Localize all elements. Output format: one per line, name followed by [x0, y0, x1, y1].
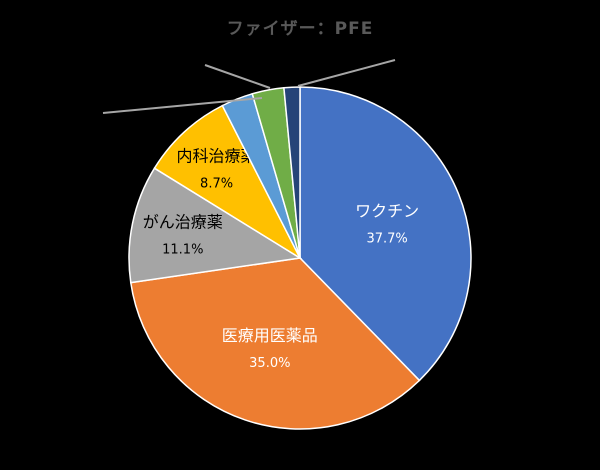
slice-value-label-0: 37.7% [366, 232, 407, 247]
slice-value-label-2: 11.1% [162, 243, 203, 258]
pie-slice-3 [153, 104, 302, 261]
slice-label-1: 医療用医薬品 [222, 326, 318, 345]
leader-line-1 [204, 64, 271, 89]
leader-line-0 [102, 97, 263, 114]
slice-label-0: ワクチン [355, 202, 419, 221]
slice-value-label-1: 35.0% [249, 356, 290, 371]
pie-slice-6 [283, 86, 301, 259]
pie-slice-0 [299, 86, 472, 382]
chart-title: ファイザー：PFE [226, 19, 374, 39]
leader-line-2 [297, 59, 396, 87]
slice-value-label-3: 8.7% [200, 176, 233, 191]
slice-label-2: がん治療薬 [143, 213, 223, 232]
slice-label-3: 内科治療薬 [177, 146, 257, 165]
pie-slice-2 [128, 167, 303, 284]
pie-slice-1 [129, 257, 421, 430]
